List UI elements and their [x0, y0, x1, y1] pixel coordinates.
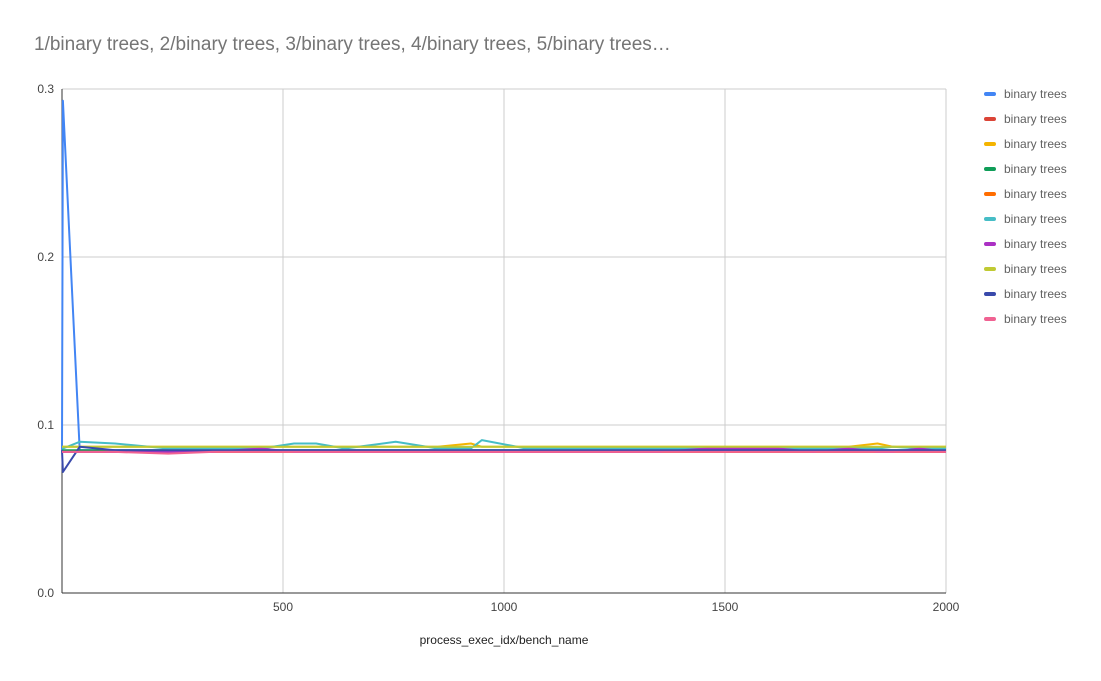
- legend-item-1: binary trees: [984, 81, 1096, 106]
- x-tick-label: 1500: [712, 600, 739, 614]
- series-line-9: [61, 445, 946, 473]
- legend-item-2: binary trees: [984, 106, 1096, 131]
- legend-label: binary trees: [1004, 211, 1067, 226]
- legend-label: binary trees: [1004, 136, 1067, 151]
- legend-swatch: [984, 191, 996, 196]
- series-lines: [61, 99, 947, 473]
- legend-label: binary trees: [1004, 236, 1067, 251]
- legend-item-5: binary trees: [984, 181, 1096, 206]
- y-tick-label: 0.1: [37, 418, 54, 432]
- series-line-6: [61, 439, 946, 450]
- legend-item-6: binary trees: [984, 206, 1096, 231]
- legend-swatch: [984, 241, 996, 246]
- x-tick-label: 500: [273, 600, 293, 614]
- grid-lines: [62, 88, 947, 593]
- legend-swatch: [984, 116, 996, 121]
- legend-item-3: binary trees: [984, 131, 1096, 156]
- legend-label: binary trees: [1004, 86, 1067, 101]
- series-line-10: [61, 450, 946, 455]
- x-axis-label: process_exec_idx/bench_name: [419, 633, 589, 647]
- legend-swatch: [984, 216, 996, 221]
- y-tick-label: 0.3: [37, 82, 54, 96]
- legend-label: binary trees: [1004, 186, 1067, 201]
- legend-item-10: binary trees: [984, 306, 1096, 331]
- legend-swatch: [984, 266, 996, 271]
- legend: binary trees binary trees binary trees bina…: [984, 81, 1096, 331]
- legend-label: binary trees: [1004, 286, 1067, 301]
- x-tick-label: 1000: [491, 600, 518, 614]
- legend-item-9: binary trees: [984, 281, 1096, 306]
- legend-swatch: [984, 141, 996, 146]
- legend-item-8: binary trees: [984, 256, 1096, 281]
- legend-label: binary trees: [1004, 261, 1067, 276]
- legend-label: binary trees: [1004, 161, 1067, 176]
- chart-title: 1/binary trees, 2/binary trees, 3/binary…: [34, 34, 671, 55]
- y-tick-label: 0.0: [37, 586, 54, 600]
- legend-label: binary trees: [1004, 311, 1067, 326]
- legend-swatch: [984, 316, 996, 321]
- legend-label: binary trees: [1004, 111, 1067, 126]
- legend-swatch: [984, 291, 996, 296]
- x-tick-label: 2000: [933, 600, 960, 614]
- y-tick-label: 0.2: [37, 250, 54, 264]
- legend-item-7: binary trees: [984, 231, 1096, 256]
- legend-swatch: [984, 166, 996, 171]
- legend-swatch: [984, 91, 996, 96]
- legend-item-4: binary trees: [984, 156, 1096, 181]
- axis-labels: 0.0 0.1 0.2 0.3 500 1000 1500 2000: [37, 82, 959, 614]
